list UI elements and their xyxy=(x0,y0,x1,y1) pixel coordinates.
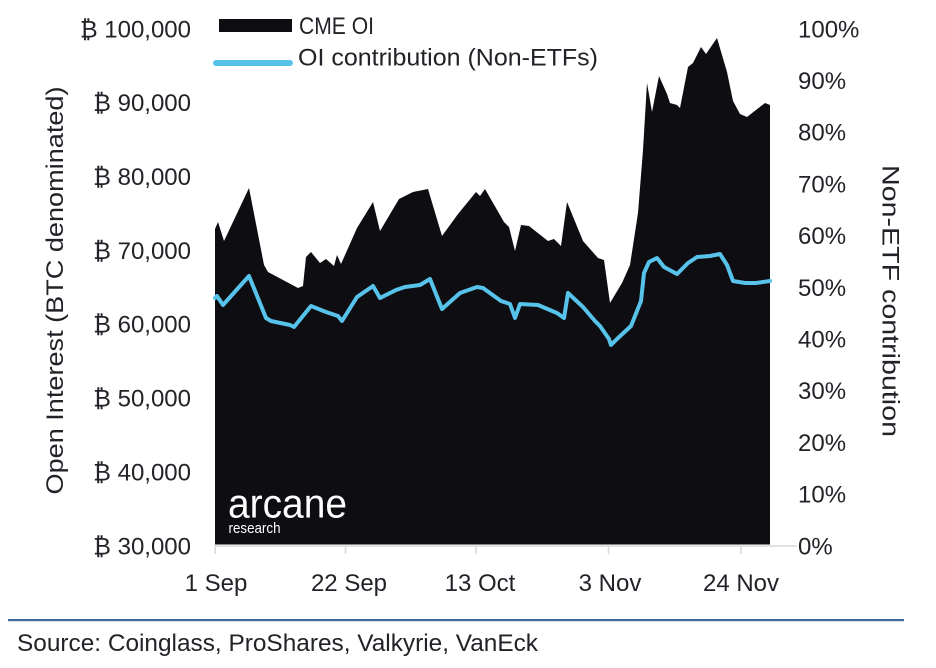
svg-text:20%: 20% xyxy=(798,430,846,457)
svg-text:80%: 80% xyxy=(798,120,846,147)
svg-text:22 Sep: 22 Sep xyxy=(311,570,387,597)
svg-text:OI contribution (Non-ETFs): OI contribution (Non-ETFs) xyxy=(298,45,598,72)
svg-text:0%: 0% xyxy=(798,533,833,560)
svg-text:70%: 70% xyxy=(798,171,846,198)
svg-text:CME OI: CME OI xyxy=(299,13,374,40)
svg-text:research: research xyxy=(229,520,281,537)
svg-text:₿ 60,000: ₿ 60,000 xyxy=(93,312,191,339)
svg-text:₿ 30,000: ₿ 30,000 xyxy=(93,533,191,560)
svg-text:40%: 40% xyxy=(798,327,846,354)
svg-text:₿ 80,000: ₿ 80,000 xyxy=(93,164,191,191)
svg-text:₿ 40,000: ₿ 40,000 xyxy=(93,459,191,486)
svg-text:10%: 10% xyxy=(798,482,846,509)
svg-text:13 Oct: 13 Oct xyxy=(445,570,516,597)
svg-text:100%: 100% xyxy=(798,16,859,43)
svg-text:30%: 30% xyxy=(798,378,846,405)
svg-text:₿ 50,000: ₿ 50,000 xyxy=(93,386,191,413)
svg-text:Source: Coinglass, ProShares,: Source: Coinglass, ProShares, Valkyrie, … xyxy=(17,630,539,657)
svg-text:₿ 70,000: ₿ 70,000 xyxy=(93,238,191,265)
svg-text:Non-ETF contribution: Non-ETF contribution xyxy=(877,165,904,437)
svg-text:₿ 90,000: ₿ 90,000 xyxy=(93,90,191,117)
svg-text:24 Nov: 24 Nov xyxy=(703,570,779,597)
svg-text:arcane: arcane xyxy=(228,481,347,527)
svg-text:60%: 60% xyxy=(798,223,846,250)
svg-text:₿ 100,000: ₿ 100,000 xyxy=(80,16,191,43)
svg-text:50%: 50% xyxy=(798,275,846,302)
svg-text:1 Sep: 1 Sep xyxy=(185,570,248,597)
svg-text:90%: 90% xyxy=(798,68,846,95)
svg-text:3 Nov: 3 Nov xyxy=(579,570,642,597)
svg-text:Open Interest (BTC denominated: Open Interest (BTC denominated) xyxy=(42,87,69,495)
